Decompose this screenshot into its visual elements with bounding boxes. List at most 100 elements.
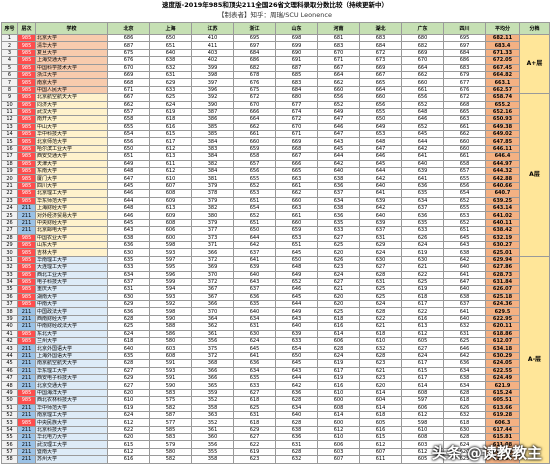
column-header: 广东 <box>401 22 444 35</box>
school-name: 北京科技大学 <box>35 425 108 435</box>
level-cell: 985 <box>17 159 36 169</box>
score-cell: 651 <box>233 218 276 228</box>
table-row: 16 985 哈尔滨工业大学 650 612 383 659 668 645 647 642 660 6… <box>1 144 550 154</box>
score-cell: 668 <box>107 78 150 87</box>
column-header: 湖北 <box>359 22 402 35</box>
score-cell: 619 <box>317 373 360 383</box>
score-cell: 356 <box>191 440 234 449</box>
school-name: 武汉理工大学 <box>35 440 108 449</box>
level-cell: 211 <box>17 322 36 331</box>
score-cell: 672 <box>275 115 318 124</box>
score-cell: 629 <box>107 373 150 383</box>
score-cell: 652 <box>401 122 444 132</box>
score-cell: 658 <box>233 152 276 161</box>
score-cell: 627 <box>107 381 150 390</box>
score-cell: 661 <box>275 211 318 220</box>
score-cell: 655 <box>359 107 402 117</box>
score-cell: 608 <box>401 433 444 442</box>
score-cell: 647 <box>359 144 402 154</box>
score-cell: 662 <box>401 70 444 80</box>
score-cell: 628 <box>443 388 486 398</box>
index-cell: 51 <box>1 403 18 412</box>
score-cell: 640 <box>233 307 276 316</box>
score-cell: 667 <box>359 70 402 80</box>
score-cell: 642 <box>443 351 486 361</box>
score-cell: 383 <box>191 144 234 154</box>
school-name: 山东大学 <box>35 240 108 250</box>
score-cell: 668 <box>275 144 318 154</box>
average-cell: 640.11 <box>485 218 520 228</box>
score-cell: 366 <box>191 373 234 383</box>
level-cell: 211 <box>17 218 36 228</box>
score-cell: 677 <box>443 78 486 87</box>
average-cell: 620.11 <box>485 322 520 331</box>
score-cell: 644 <box>275 300 318 309</box>
score-cell: 613 <box>149 152 192 161</box>
index-cell: 49 <box>1 388 18 398</box>
score-cell: 367 <box>191 292 234 302</box>
score-cell: 369 <box>191 263 234 272</box>
school-name: 中央民族大学 <box>35 418 108 427</box>
score-cell: 631 <box>275 440 318 449</box>
index-cell: 22 <box>1 189 18 198</box>
level-cell: 985 <box>17 93 36 102</box>
index-cell: 15 <box>1 137 18 146</box>
index-cell: 36 <box>1 292 18 302</box>
score-cell: 608 <box>401 388 444 398</box>
score-cell: 397 <box>191 78 234 87</box>
table-row: 48 211 北京交通大学 627 590 365 633 642 616 620 614 634 62… <box>1 381 550 390</box>
index-cell: 34 <box>1 277 18 287</box>
school-name: 北京外国语大学 <box>35 344 108 353</box>
score-cell: 627 <box>107 366 150 375</box>
score-cell: 646 <box>275 285 318 294</box>
school-name: 北京航空航天大学 <box>35 93 108 102</box>
score-cell: 625 <box>233 403 276 412</box>
index-cell: 39 <box>1 314 18 324</box>
score-cell: 635 <box>233 300 276 309</box>
score-cell: 631 <box>149 70 192 80</box>
score-cell: 649 <box>107 159 150 169</box>
score-cell: 669 <box>359 63 402 72</box>
average-cell: 655.2 <box>485 100 520 109</box>
score-cell: 632 <box>149 63 192 72</box>
index-cell: 45 <box>1 359 18 368</box>
score-cell: 598 <box>149 240 192 250</box>
average-cell: 624.49 <box>485 373 520 383</box>
score-cell: 644 <box>401 137 444 146</box>
tier-cell: A-层 <box>519 255 550 464</box>
index-cell: 50 <box>1 396 18 405</box>
score-cell: 652 <box>443 196 486 206</box>
score-cell: 599 <box>149 277 192 287</box>
score-cell: 598 <box>401 418 444 427</box>
score-cell: 650 <box>359 115 402 124</box>
score-cell: 637 <box>233 248 276 257</box>
score-cell: 610 <box>359 336 402 346</box>
score-cell: 381 <box>191 174 234 183</box>
score-cell: 608 <box>149 218 192 228</box>
score-cell: 624 <box>317 351 360 361</box>
level-cell: 985 <box>17 100 36 109</box>
score-cell: 593 <box>149 248 192 257</box>
score-cell: 650 <box>275 255 318 265</box>
index-cell: 28 <box>1 233 18 242</box>
index-cell: 29 <box>1 240 18 250</box>
score-cell: 643 <box>275 314 318 324</box>
score-cell: 596 <box>149 270 192 279</box>
average-cell: 664.82 <box>485 70 520 80</box>
column-header: 四川 <box>443 22 486 35</box>
score-cell: 614 <box>359 388 402 398</box>
score-cell: 646 <box>317 122 360 132</box>
score-cell: 638 <box>317 174 360 183</box>
score-cell: 642 <box>275 381 318 390</box>
score-cell: 634 <box>443 366 486 375</box>
score-cell: 638 <box>149 56 192 65</box>
score-cell: 366 <box>191 248 234 257</box>
level-cell: 985 <box>17 263 36 272</box>
table-row: 46 211 华东理工大学 627 593 366 634 643 617 621 615 634 62… <box>1 366 550 375</box>
score-cell: 629 <box>359 240 402 250</box>
score-cell: 634 <box>443 381 486 390</box>
score-cell: 635 <box>317 218 360 228</box>
level-cell: 985 <box>17 396 36 405</box>
level-cell: 985 <box>17 248 36 257</box>
score-cell: 686 <box>443 56 486 65</box>
